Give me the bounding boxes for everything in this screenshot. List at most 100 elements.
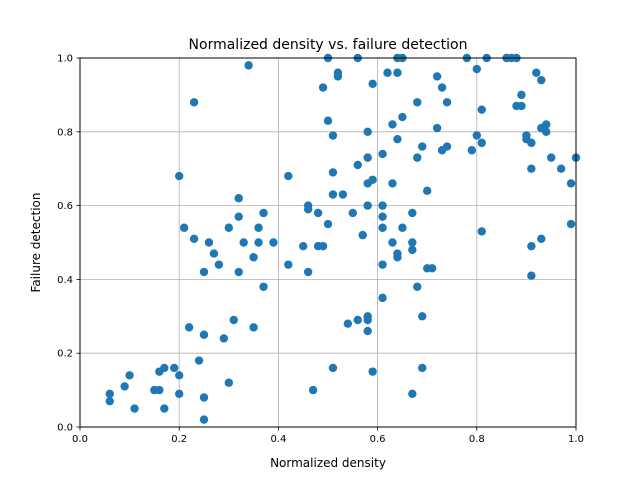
data-point — [234, 212, 243, 221]
data-point — [527, 164, 536, 173]
grid — [79, 57, 577, 428]
data-point — [467, 146, 477, 155]
data-point — [413, 282, 422, 291]
data-point — [254, 223, 263, 232]
data-point — [527, 271, 536, 280]
data-point — [120, 382, 129, 391]
data-point — [423, 186, 432, 196]
x-tick-label: 1.0 — [568, 434, 584, 445]
data-point — [199, 415, 209, 424]
data-point — [299, 241, 308, 251]
data-point — [472, 64, 481, 74]
data-point — [388, 179, 397, 188]
data-point — [522, 131, 531, 140]
data-point — [556, 164, 566, 173]
data-point — [224, 378, 233, 387]
data-point — [130, 404, 139, 413]
chart-title: Normalized density vs. failure detection — [189, 37, 468, 53]
data-point — [418, 142, 427, 151]
data-point — [566, 219, 576, 229]
data-point — [477, 105, 486, 114]
data-point — [383, 68, 392, 77]
data-point — [418, 312, 427, 321]
data-point — [363, 153, 372, 162]
data-point — [378, 260, 387, 269]
data-point — [323, 116, 333, 125]
data-point — [537, 75, 546, 85]
data-point — [547, 153, 556, 162]
data-point — [170, 363, 179, 373]
data-point — [408, 238, 417, 247]
y-tick-label: 0.8 — [57, 127, 73, 138]
data-point — [175, 389, 184, 398]
data-point — [219, 334, 229, 343]
data-point — [189, 234, 199, 244]
data-point — [363, 326, 372, 336]
data-point — [328, 190, 338, 199]
data-point — [175, 371, 184, 380]
data-point — [348, 208, 357, 218]
data-point — [259, 282, 268, 291]
data-point — [413, 98, 422, 107]
data-point — [398, 223, 407, 232]
data-point — [175, 171, 184, 181]
data-point — [229, 315, 238, 325]
data-point — [343, 319, 353, 328]
data-point — [437, 83, 447, 92]
data-point — [224, 223, 233, 232]
data-point — [328, 363, 338, 373]
data-point — [432, 72, 442, 81]
data-point — [155, 385, 164, 395]
data-point — [199, 267, 209, 277]
data-point — [472, 131, 481, 140]
data-point — [303, 267, 313, 277]
data-point — [368, 79, 377, 89]
data-point — [189, 98, 199, 107]
data-point — [249, 253, 258, 262]
data-point — [313, 208, 323, 218]
x-tick-label: 0.4 — [270, 434, 286, 445]
data-point — [199, 330, 209, 339]
data-point — [363, 201, 372, 210]
data-point — [269, 238, 278, 247]
data-point — [378, 201, 387, 210]
data-point — [105, 389, 114, 398]
data-point — [328, 131, 338, 140]
data-point — [105, 396, 114, 406]
data-point — [244, 61, 253, 70]
y-tick-label: 0.4 — [57, 275, 73, 286]
data-point — [413, 153, 422, 162]
data-point — [234, 194, 243, 203]
data-point — [442, 142, 452, 151]
data-point — [214, 260, 224, 269]
data-point — [477, 227, 486, 236]
x-tick-label: 0.0 — [72, 434, 88, 445]
data-point — [209, 249, 219, 258]
data-point — [408, 208, 417, 218]
data-point — [160, 363, 169, 373]
data-point — [284, 260, 293, 269]
data-point — [160, 404, 169, 413]
data-point — [378, 212, 387, 221]
data-point — [408, 389, 417, 398]
y-tick-label: 0.6 — [57, 201, 73, 212]
data-point — [393, 253, 402, 262]
data-point — [308, 385, 318, 395]
data-point — [393, 68, 402, 77]
data-point — [249, 323, 258, 332]
x-axis-label: Normalized density — [270, 456, 386, 470]
data-point — [333, 72, 343, 81]
data-point — [363, 127, 372, 136]
data-point — [125, 371, 134, 380]
data-point — [303, 205, 313, 214]
data-points — [105, 53, 581, 424]
data-point — [368, 175, 377, 184]
data-point — [259, 208, 268, 218]
x-tick-label: 0.6 — [370, 434, 386, 445]
data-point — [358, 230, 367, 240]
y-tick-label: 1.0 — [57, 54, 73, 65]
data-point — [239, 238, 248, 247]
data-point — [284, 171, 293, 181]
data-point — [353, 315, 362, 325]
data-point — [234, 267, 243, 277]
